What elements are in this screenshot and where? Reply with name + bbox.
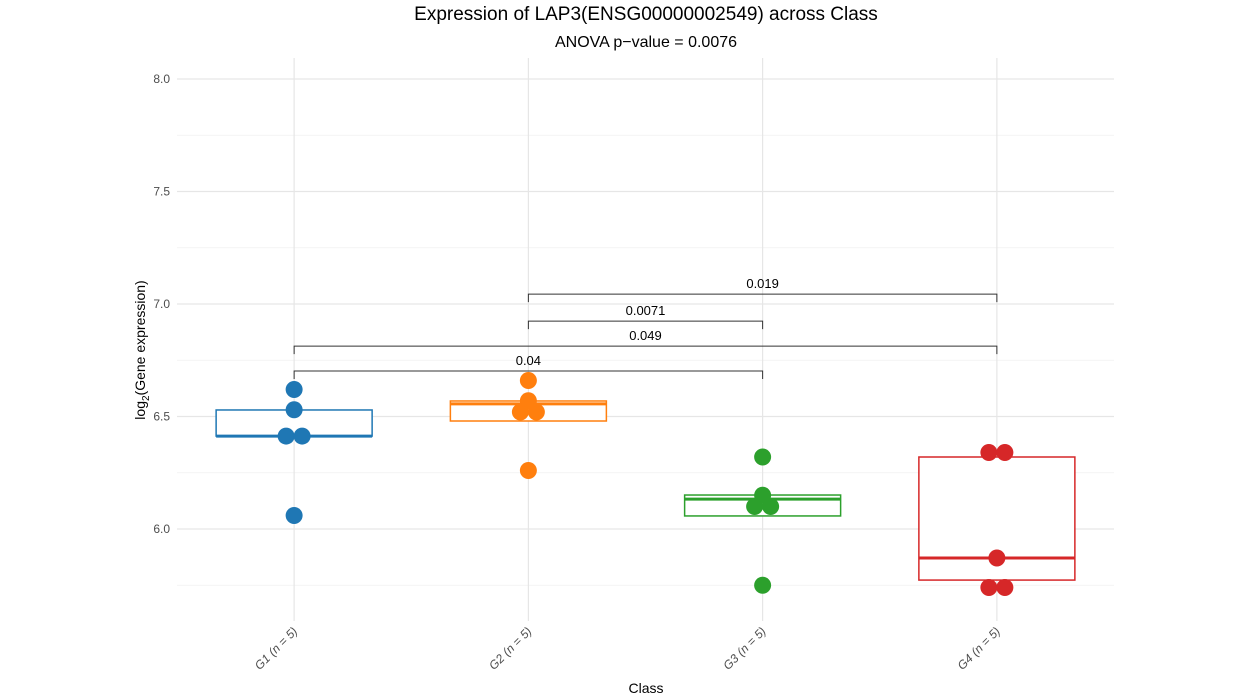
- x-axis-ticks: G1 (n = 5) G2 (n = 5) G3 (n = 5) G4 (n = 5): [252, 624, 1003, 672]
- p-value-label: 0.019: [746, 276, 779, 291]
- y-tick-label: 7.5: [153, 185, 170, 199]
- data-point-g2: [527, 403, 545, 421]
- x-tick-label: G3 (n = 5): [720, 624, 768, 672]
- comparison-bracket: [293, 370, 764, 380]
- boxes: [215, 400, 1076, 581]
- data-point-g2: [519, 462, 537, 479]
- data-point-g4: [988, 549, 1006, 567]
- data-point-g3: [754, 448, 772, 466]
- data-point-g4: [980, 579, 998, 596]
- comparison-brackets: 0.019 0.0071 0.049 0.04: [293, 276, 998, 380]
- comparison-bracket: [293, 345, 998, 355]
- data-point-g1: [277, 427, 295, 445]
- data-point-g1: [285, 381, 303, 398]
- data-point-g4: [996, 579, 1014, 596]
- data-point-g3: [762, 498, 780, 515]
- y-axis-ticks: 6.0 6.5 7.0 7.5 8.0: [153, 72, 170, 536]
- data-point-g1: [285, 507, 303, 524]
- data-points: [277, 372, 1014, 596]
- y-tick-label: 7.0: [153, 297, 170, 311]
- data-point-g2: [511, 403, 529, 421]
- data-point-g4: [980, 444, 998, 461]
- y-axis-title-subscript: 2: [141, 395, 152, 401]
- chart-subtitle: ANOVA p−value = 0.0076: [555, 34, 737, 51]
- data-point-g3: [746, 498, 764, 515]
- y-tick-label: 6.5: [153, 410, 170, 424]
- data-point-g2: [519, 372, 537, 389]
- x-tick-label: G2 (n = 5): [486, 624, 534, 672]
- p-value-label: 0.0071: [626, 303, 666, 318]
- y-axis-title-prefix: log: [132, 401, 148, 420]
- x-tick-label: G4 (n = 5): [955, 624, 1003, 672]
- y-axis-title-suffix: (Gene expression): [132, 280, 148, 395]
- comparison-bracket: [527, 293, 998, 303]
- data-point-g3: [754, 576, 772, 594]
- p-value-label: 0.04: [516, 353, 541, 368]
- y-axis-title: log2(Gene expression): [132, 280, 152, 419]
- data-point-g1: [285, 401, 303, 419]
- y-tick-label: 8.0: [153, 72, 170, 86]
- chart-title: Expression of LAP3(ENSG00000002549) acro…: [414, 4, 878, 25]
- x-axis-title: Class: [628, 680, 663, 696]
- comparison-bracket: [527, 320, 764, 330]
- y-tick-label: 6.0: [153, 522, 170, 536]
- data-point-g1: [293, 427, 311, 445]
- p-value-label: 0.049: [629, 328, 662, 343]
- data-point-g4: [996, 444, 1014, 461]
- x-tick-label: G1 (n = 5): [252, 624, 300, 672]
